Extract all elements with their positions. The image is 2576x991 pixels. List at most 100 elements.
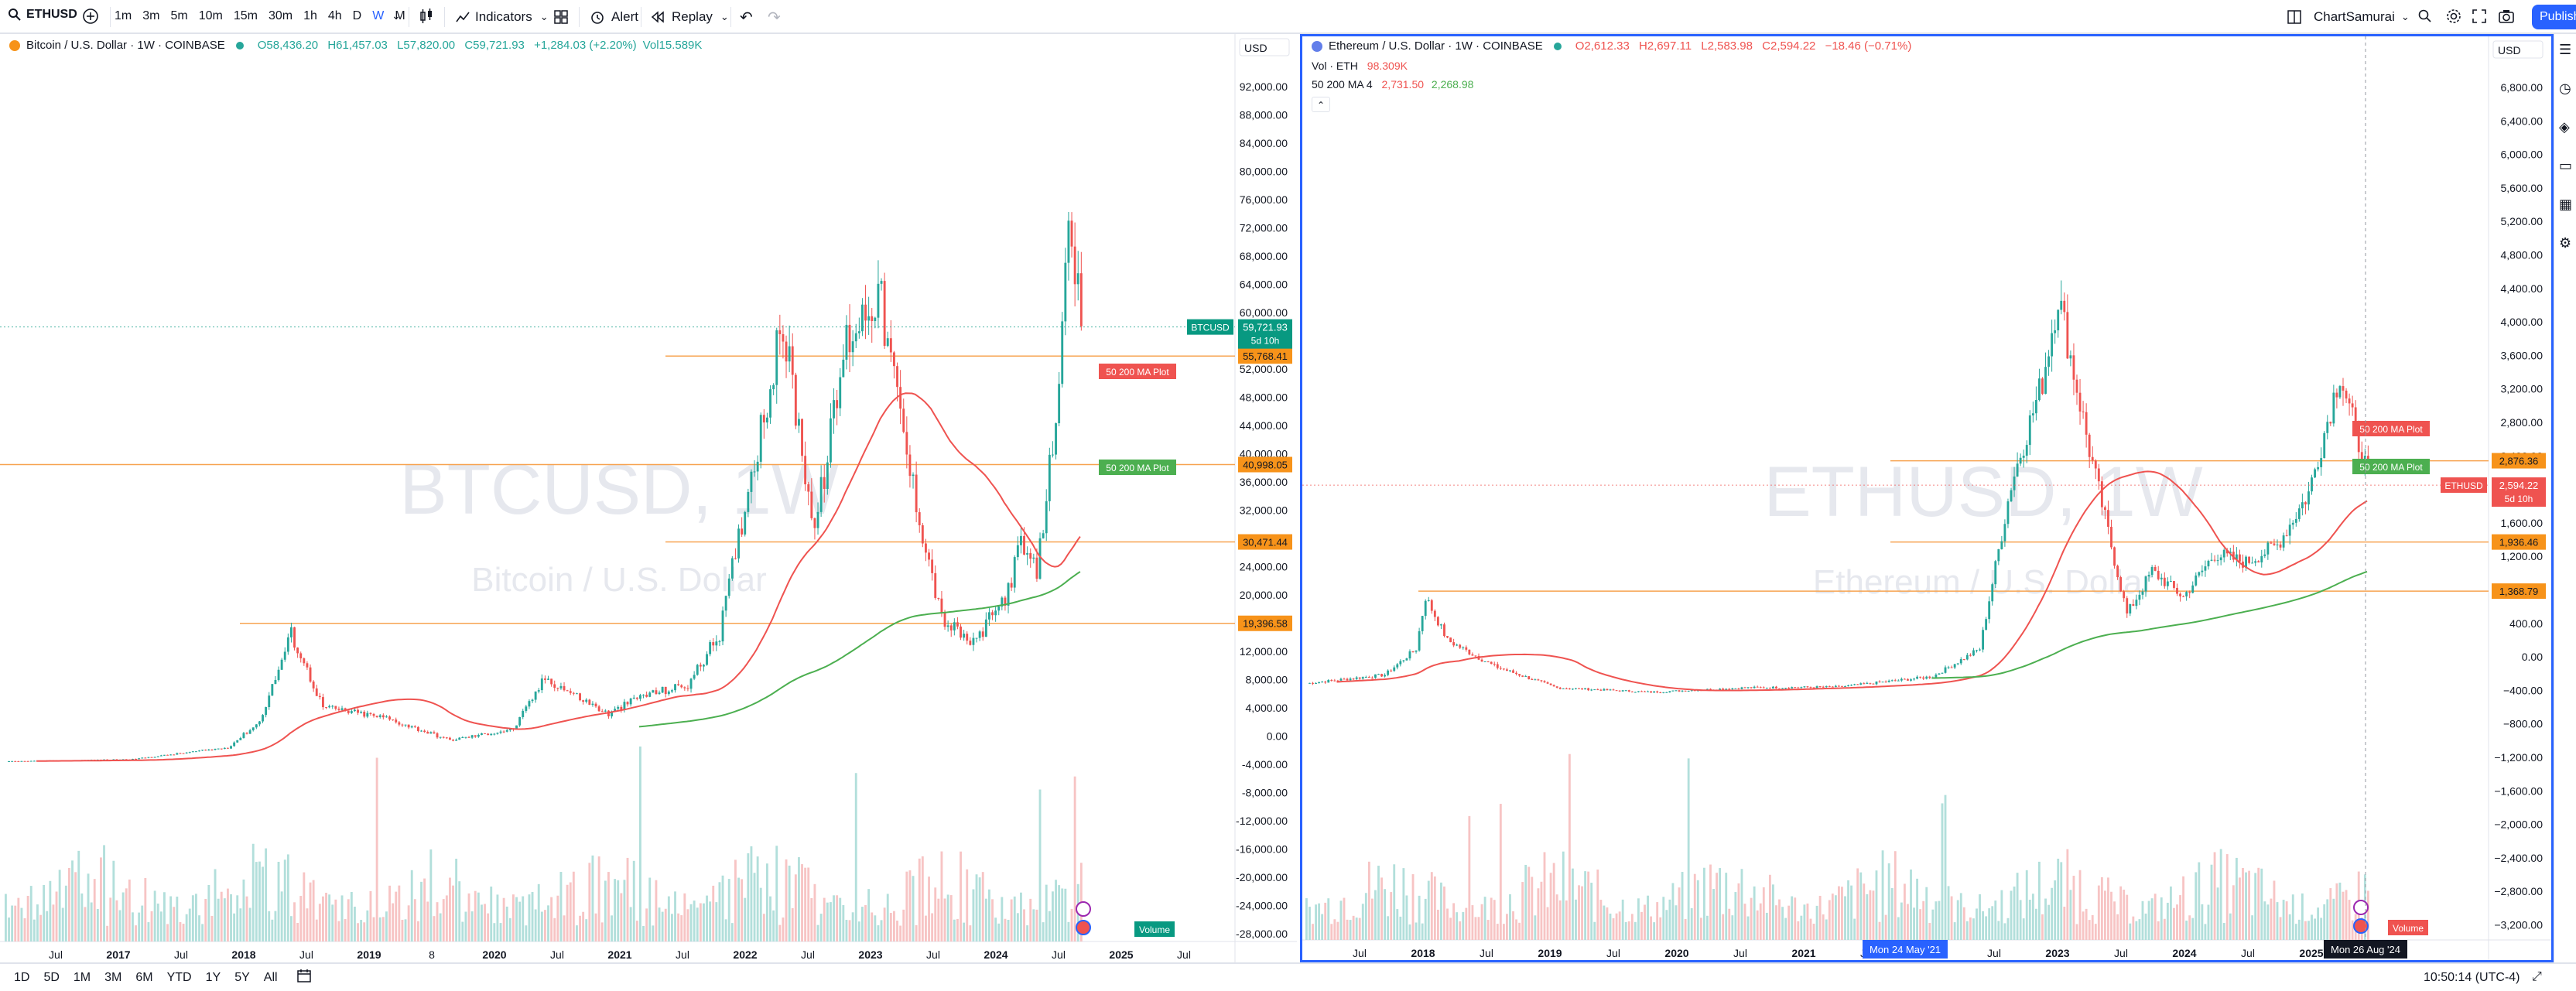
volume-bar: [712, 885, 715, 941]
alerts-icon[interactable]: ◷: [2559, 80, 2571, 96]
volume-bar: [1587, 871, 1590, 940]
range-5y[interactable]: 5Y: [234, 970, 250, 984]
candle-body: [2301, 502, 2304, 509]
layouts-button[interactable]: [552, 9, 570, 29]
candle-body: [401, 724, 404, 726]
replay-button[interactable]: Replay ⌄: [650, 9, 729, 25]
fullscreen-toggle-button[interactable]: ⤢: [2532, 970, 2542, 983]
layout-toggle-button[interactable]: [2286, 9, 2303, 29]
event-flash-icon[interactable]: [2353, 900, 2369, 915]
currency-button[interactable]: [1239, 38, 1290, 56]
undo-button[interactable]: ↶: [740, 9, 753, 26]
watchlist-icon[interactable]: ☰: [2559, 42, 2572, 57]
candle-body: [1965, 654, 1969, 660]
volume-bar: [794, 874, 797, 941]
candle-body: [1772, 686, 1774, 689]
chat-icon[interactable]: ▭: [2559, 158, 2573, 173]
redo-button[interactable]: ↷: [768, 9, 781, 26]
candle-body: [1800, 687, 1803, 689]
btc-chart-canvas[interactable]: USD92,000.0088,000.0084,000.0080,000.007…: [0, 34, 1297, 962]
volume-bar: [1712, 889, 1715, 940]
volume-bar: [572, 871, 575, 941]
range-all[interactable]: All: [263, 970, 278, 984]
candle-body: [1678, 690, 1681, 692]
volume-bar: [1809, 918, 1812, 940]
currency-button[interactable]: [2492, 40, 2544, 59]
price-tick-label: 52,000.00: [1240, 363, 1288, 375]
vol-indicator-label[interactable]: Vol · ETH: [1312, 60, 1358, 72]
chart-type-button[interactable]: [418, 8, 435, 29]
candle-body: [2132, 604, 2135, 607]
candle-body: [2129, 604, 2132, 613]
range-1m[interactable]: 1M: [73, 970, 91, 984]
interval-1h[interactable]: 1h: [303, 9, 317, 22]
alert-button[interactable]: Alert: [590, 9, 638, 25]
candle-body: [750, 471, 753, 492]
publish-button[interactable]: Publish: [2532, 5, 2576, 29]
clock[interactable]: 10:50:14 (UTC-4): [2424, 971, 2520, 984]
fullscreen-button[interactable]: [2472, 9, 2487, 28]
candle-body: [1358, 677, 1361, 679]
volume-bar: [1515, 919, 1517, 940]
volume-bar: [2311, 914, 2313, 940]
interval-1m[interactable]: 1m: [115, 9, 132, 22]
range-ytd[interactable]: YTD: [166, 970, 192, 984]
interval-10m[interactable]: 10m: [198, 9, 223, 22]
snapshot-button[interactable]: [2498, 9, 2515, 28]
quick-search-button[interactable]: [2417, 9, 2433, 28]
interval-30m[interactable]: 30m: [268, 9, 293, 22]
volume-bar: [674, 891, 676, 941]
chart-panel-eth[interactable]: USD 6,800.00 6,400.00 6,000.00 5,600.00 5,200…: [1300, 34, 2554, 962]
range-1d[interactable]: 1D: [14, 970, 30, 984]
interval-3m[interactable]: 3m: [142, 9, 160, 22]
interval-w[interactable]: W: [372, 9, 385, 22]
event-flag-icon[interactable]: [2353, 918, 2369, 934]
volume-bar: [156, 903, 159, 941]
interval-d[interactable]: D: [352, 9, 362, 22]
volume-bar: [2060, 862, 2063, 940]
interval-4h[interactable]: 4h: [327, 9, 342, 22]
symbol-search[interactable]: ETHUSD: [8, 8, 77, 22]
interval-15m[interactable]: 15m: [233, 9, 258, 22]
date-range-button[interactable]: [296, 968, 312, 987]
candle-body: [632, 697, 635, 699]
btc-title[interactable]: Bitcoin / U.S. Dollar · 1W · COINBASE: [26, 39, 225, 52]
indicators-button[interactable]: Indicators ⌄: [455, 9, 549, 25]
candle-body: [550, 678, 553, 685]
candle-body: [484, 733, 486, 734]
volume-bar: [1493, 900, 1496, 940]
candle-body: [912, 474, 915, 477]
collapse-legend-button[interactable]: ⌃: [1312, 97, 1330, 112]
candle-body: [2257, 561, 2260, 562]
interval-m[interactable]: M: [395, 9, 405, 22]
range-1y[interactable]: 1Y: [205, 970, 221, 984]
interval-5m[interactable]: 5m: [170, 9, 188, 22]
candle-body: [227, 747, 229, 749]
event-flash-icon[interactable]: [1076, 901, 1091, 917]
volume-bar: [730, 923, 734, 941]
symbol-price-tag: [1187, 319, 1233, 335]
compare-symbol-button[interactable]: [82, 8, 99, 29]
level-price-tag: [1238, 348, 1292, 364]
eth-title[interactable]: Ethereum / U.S. Dollar · 1W · COINBASE: [1329, 39, 1543, 53]
interval-dropdown[interactable]: ⌄: [392, 9, 401, 22]
eth-chart-canvas[interactable]: USD6,800.006,400.006,000.005,600.005,200…: [1302, 36, 2551, 960]
range-6m[interactable]: 6M: [135, 970, 153, 984]
candle-body: [1815, 686, 1818, 689]
layout-name-button[interactable]: ChartSamurai ⌄: [2314, 9, 2410, 25]
chart-panel-btc[interactable]: USD 92,000.00 88,000.00 84,000.00 80,000.00 7…: [0, 34, 1297, 962]
price-tick-label: 64,000.00: [1240, 279, 1288, 291]
range-3m[interactable]: 3M: [104, 970, 122, 984]
layers-icon[interactable]: ◈: [2559, 119, 2570, 135]
settings-button[interactable]: [2445, 8, 2462, 29]
volume-bar: [251, 843, 255, 941]
volume-bar: [857, 921, 860, 941]
notifications-icon[interactable]: ⚙: [2559, 235, 2572, 251]
ma-indicator-label[interactable]: 50 200 MA 4: [1312, 78, 1373, 91]
range-5d[interactable]: 5D: [43, 970, 60, 984]
candle-body: [937, 597, 940, 599]
time-tick-label: 2018: [1411, 947, 1435, 959]
calendar-icon[interactable]: ▦: [2559, 196, 2573, 212]
event-flag-icon[interactable]: [1076, 920, 1091, 935]
volume-bar: [43, 884, 46, 941]
